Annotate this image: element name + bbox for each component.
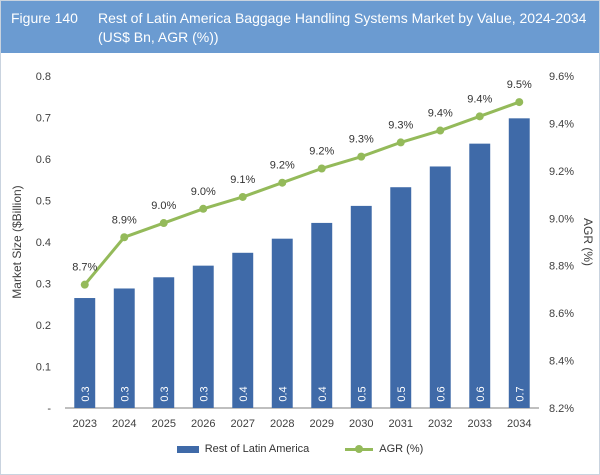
y-tick-label: 0.3 xyxy=(36,279,51,291)
bar xyxy=(271,238,293,408)
figure-title: Rest of Latin America Baggage Handling S… xyxy=(98,10,587,45)
x-tick-label: 2027 xyxy=(231,418,255,430)
bar-value-label: 0.4 xyxy=(238,386,250,401)
bar xyxy=(350,205,372,408)
bar xyxy=(153,277,175,408)
x-tick-label: 2031 xyxy=(389,418,413,430)
y2-tick-label: 8.8% xyxy=(549,261,574,273)
agr-line xyxy=(83,100,520,286)
y2-tick-label: 9.0% xyxy=(549,213,574,225)
y-tick-label: 0.6 xyxy=(36,154,51,166)
y2-tick-label: 8.4% xyxy=(549,356,574,368)
y-axis-title: Market Size ($Billion) xyxy=(10,185,24,298)
bar xyxy=(429,166,451,408)
bar-value-label: 0.6 xyxy=(475,386,487,401)
agr-value-label: 9.0% xyxy=(151,200,176,212)
legend-swatch-line xyxy=(345,444,374,454)
y-tick-label: 0.1 xyxy=(36,362,51,374)
y2-tick-label: 8.6% xyxy=(549,308,574,320)
chart-plot: - 0.1 0.2 0.3 0.4 0.5 0.6 0.7 0.8 8.2% 8.4% 8.6% 8.8… xyxy=(10,71,595,430)
chart-legend: Rest of Latin America AGR (%) xyxy=(1,439,599,459)
agr-point xyxy=(396,138,405,147)
agr-value-label: 9.2% xyxy=(309,145,334,157)
bar-value-label: 0.3 xyxy=(198,386,210,401)
legend-swatch-bar xyxy=(176,445,199,453)
agr-value-label: 8.9% xyxy=(112,214,137,226)
x-tick-label: 2032 xyxy=(428,418,452,430)
legend-item-bar: Rest of Latin America xyxy=(176,443,310,455)
bar xyxy=(469,143,491,408)
bar-value-label: 0.3 xyxy=(80,386,92,401)
agr-point xyxy=(278,178,287,187)
agr-point xyxy=(475,112,484,121)
y2-tick-label: 8.2% xyxy=(549,403,574,415)
bar-value-label: 0.6 xyxy=(435,386,447,401)
bar xyxy=(232,252,254,408)
bar-value-label: 0.4 xyxy=(277,386,289,401)
x-tick-label: 2023 xyxy=(73,418,97,430)
x-tick-label: 2024 xyxy=(112,418,136,430)
agr-value-label: 9.0% xyxy=(191,186,216,198)
legend-label-line: AGR (%) xyxy=(379,443,424,455)
y2-tick-label: 9.4% xyxy=(549,118,574,130)
x-tick-label: 2028 xyxy=(270,418,294,430)
bar xyxy=(113,288,135,408)
bar-value-label: 0.4 xyxy=(317,386,329,401)
agr-value-label: 9.5% xyxy=(507,79,532,91)
bar-value-label: 0.5 xyxy=(356,386,368,401)
agr-value-label: 9.4% xyxy=(467,93,492,105)
bar xyxy=(74,298,96,408)
agr-point xyxy=(436,126,445,135)
y-tick-label: 0.7 xyxy=(36,113,51,125)
bar xyxy=(311,222,333,408)
agr-point xyxy=(515,98,524,107)
bar xyxy=(508,118,530,408)
bar-value-label: 0.7 xyxy=(514,386,526,401)
agr-point xyxy=(238,192,247,201)
legend-item-line: AGR (%) xyxy=(345,443,423,455)
y-tick-label: 0.5 xyxy=(36,196,51,208)
agr-point xyxy=(120,233,129,242)
agr-point xyxy=(317,164,326,173)
agr-value-label: 9.1% xyxy=(230,174,255,186)
bar xyxy=(390,187,412,408)
agr-value-label: 9.4% xyxy=(428,108,453,120)
y2-tick-label: 9.2% xyxy=(549,166,574,178)
x-tick-label: 2029 xyxy=(310,418,334,430)
agr-point xyxy=(159,219,168,228)
agr-value-label: 8.7% xyxy=(72,262,97,274)
x-tick-label: 2033 xyxy=(468,418,492,430)
agr-point xyxy=(357,152,366,161)
bar-value-label: 0.3 xyxy=(119,386,131,401)
x-tick-label: 2026 xyxy=(191,418,215,430)
y-tick-label: 0.8 xyxy=(36,71,51,83)
figure-header: Figure 140 Rest of Latin America Baggage… xyxy=(1,1,599,53)
figure-number: Figure 140 xyxy=(11,10,78,26)
bar-value-label: 0.5 xyxy=(396,386,408,401)
agr-point xyxy=(199,204,208,213)
y-tick-label: - xyxy=(47,403,51,415)
agr-value-label: 9.2% xyxy=(270,160,295,172)
y-tick-label: 0.4 xyxy=(36,237,51,249)
legend-label-bar: Rest of Latin America xyxy=(204,443,310,455)
y-tick-label: 0.2 xyxy=(36,320,51,332)
agr-point xyxy=(80,280,89,289)
bar xyxy=(192,265,214,408)
agr-value-label: 9.3% xyxy=(388,119,413,131)
bar-value-label: 0.3 xyxy=(159,386,171,401)
x-tick-label: 2034 xyxy=(507,418,531,430)
agr-value-label: 9.3% xyxy=(349,134,374,146)
y2-axis-title: AGR (%) xyxy=(581,218,595,266)
x-tick-label: 2025 xyxy=(152,418,176,430)
y2-tick-label: 9.6% xyxy=(549,71,574,83)
x-tick-label: 2030 xyxy=(349,418,373,430)
